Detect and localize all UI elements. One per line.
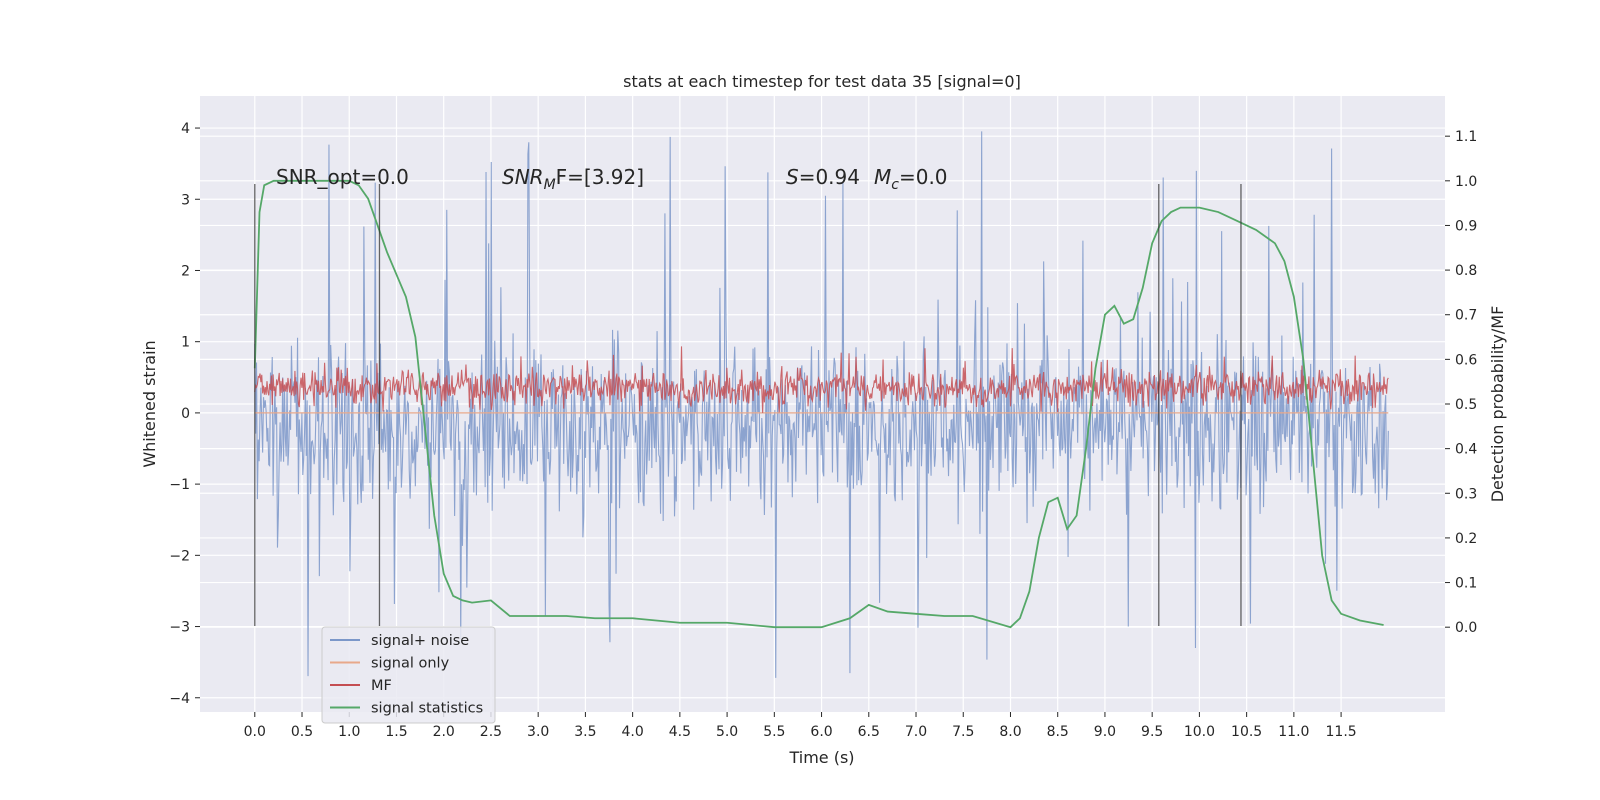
annotation-mc-label: M <box>874 165 891 189</box>
x-tick-label: 7.5 <box>952 724 974 740</box>
annotation-s-label: S <box>786 165 799 189</box>
y-tick-label-right: 0.2 <box>1455 531 1477 547</box>
series-signal-statistics <box>253 179 1384 629</box>
annotations: SNR_opt=0.0 SNRMF=[3.92] S=0.94 Mc=0.0 <box>276 165 948 193</box>
annotation-mc-value: =0.0 <box>899 165 948 189</box>
axes: 0.0 0.5 1.0 1.5 2.0 2.5 3.0 3.5 4.0 4.5 5.0 5.5 6.0 6… <box>169 121 1477 740</box>
x-tick-label: 6.5 <box>858 724 880 740</box>
x-tick-label: 2.0 <box>433 724 455 740</box>
annotation-snr-opt: SNR_opt=0.0 <box>276 165 409 189</box>
x-tick-label: 7.0 <box>905 724 927 740</box>
y-tick-label-right: 0.9 <box>1455 218 1477 234</box>
y-tick-label-right: 0.0 <box>1455 620 1477 636</box>
legend-label: signal only <box>371 656 450 672</box>
y-tick-label-right: 0.6 <box>1455 352 1477 368</box>
legend: signal+ noise signal only MF signal statist… <box>321 626 496 724</box>
y-tick-label-left: 3 <box>181 192 190 208</box>
x-tick-label: 3.0 <box>527 724 549 740</box>
y-tick-label-right: 0.7 <box>1455 308 1477 324</box>
y-tick-label-left: 4 <box>181 121 190 137</box>
y-tick-label-left: −4 <box>169 691 190 707</box>
x-tick-label: 11.5 <box>1326 724 1357 740</box>
x-tick-label: 9.0 <box>1094 724 1116 740</box>
y-tick-label-right: 0.5 <box>1455 397 1477 413</box>
legend-label: signal statistics <box>371 701 483 717</box>
annotation-s-mc: S=0.94 Mc=0.0 <box>786 165 948 193</box>
x-tick-label: 10.5 <box>1231 724 1262 740</box>
annotation-snr-mf-label: SNR <box>502 165 544 189</box>
x-tick-label: 4.0 <box>621 724 643 740</box>
y-tick-label-left: −3 <box>169 620 190 636</box>
x-tick-label: 0.5 <box>291 724 313 740</box>
annotation-snr-mf: SNRMF=[3.92] <box>502 165 644 193</box>
x-tick-label: 6.0 <box>810 724 832 740</box>
legend-box <box>321 626 496 724</box>
y-tick-label-right: 0.4 <box>1455 442 1477 458</box>
series-layer <box>253 131 1389 678</box>
x-tick-label: 2.5 <box>480 724 502 740</box>
y-tick-label-right: 1.1 <box>1455 129 1477 145</box>
x-tick-label: 11.0 <box>1278 724 1309 740</box>
x-tick-label: 5.5 <box>763 724 785 740</box>
x-tick-label: 3.5 <box>574 724 596 740</box>
y-tick-label-right: 0.8 <box>1455 263 1477 279</box>
y-tick-label-left: 2 <box>181 263 190 279</box>
y-tick-label-right: 1.0 <box>1455 174 1477 190</box>
chart-title: stats at each timestep for test data 35 … <box>623 72 1021 91</box>
x-tick-label: 8.0 <box>999 724 1021 740</box>
x-tick-label: 8.5 <box>1047 724 1069 740</box>
y-tick-label-left: −1 <box>169 477 190 493</box>
y-tick-label-right: 0.1 <box>1455 576 1477 592</box>
legend-label: signal+ noise <box>371 633 469 649</box>
y-axis-label-left: Whitened strain <box>140 340 159 467</box>
annotation-mc-sub: c <box>891 177 899 193</box>
y-tick-label-left: 0 <box>181 406 190 422</box>
annotation-snr-mf-sub: M <box>544 177 556 193</box>
y-tick-label-left: 1 <box>181 335 190 351</box>
vertical-markers <box>254 184 1242 626</box>
annotation-snr-mf-tail: F=[3.92] <box>556 165 644 189</box>
x-tick-label: 1.0 <box>338 724 360 740</box>
x-tick-label: 10.0 <box>1184 724 1215 740</box>
y-axis-label-right: Detection probability/MF <box>1488 306 1507 503</box>
y-tick-label-left: −2 <box>169 548 190 564</box>
x-tick-label: 1.5 <box>385 724 407 740</box>
x-tick-label: 5.0 <box>716 724 738 740</box>
y-tick-label-right: 0.3 <box>1455 486 1477 502</box>
x-tick-label: 4.5 <box>669 724 691 740</box>
x-axis-label: Time (s) <box>788 748 854 767</box>
series-signal-plus-noise <box>254 131 1389 678</box>
x-tick-label: 9.5 <box>1141 724 1163 740</box>
legend-label: MF <box>371 678 392 694</box>
annotation-s-value: =0.94 <box>799 165 860 189</box>
series-mf <box>254 346 1389 413</box>
x-tick-label: 0.0 <box>244 724 266 740</box>
